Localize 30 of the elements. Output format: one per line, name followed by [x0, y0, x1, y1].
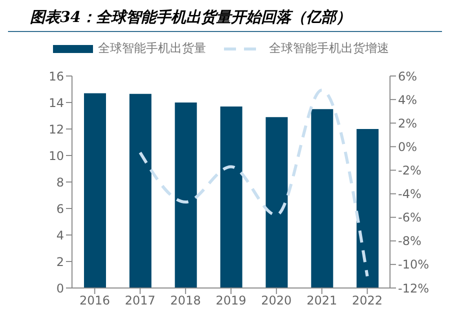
y2-tick-label: -6%	[398, 210, 422, 225]
x-tick-label: 2017	[124, 294, 156, 308]
y-tick-label: 10	[48, 148, 64, 163]
y2-tick-label: 2%	[398, 116, 418, 130]
x-tick-label: 2018	[170, 294, 201, 308]
y-tick-label: 12	[48, 122, 64, 136]
y-tick-label: 0	[56, 281, 64, 296]
y2-tick-label: 6%	[398, 69, 418, 84]
y-tick-label: 4	[56, 228, 64, 242]
y-tick-label: 6	[56, 202, 64, 216]
y2-tick-label: 0%	[398, 140, 418, 154]
y2-tick-label: -2%	[398, 163, 422, 178]
y2-tick-label: -8%	[398, 234, 422, 248]
y2-tick-label: -12%	[398, 281, 430, 296]
y-tick-label: 16	[48, 69, 64, 84]
x-tick-label: 2022	[352, 294, 383, 308]
y2-tick-label: -10%	[398, 258, 430, 272]
legend-label: 全球智能手机出货增速	[268, 40, 389, 57]
x-tick-label: 2016	[79, 294, 110, 308]
y-tick-label: 14	[48, 96, 64, 110]
y-tick-label: 8	[56, 175, 64, 190]
line-series	[138, 88, 369, 278]
y2-tick-label: -4%	[398, 187, 422, 202]
x-tick-label: 2020	[261, 294, 292, 308]
y2-tick-label: 4%	[398, 92, 418, 107]
chart-title: 图表34：全球智能手机出货量开始回落（亿部）	[8, 8, 442, 32]
legend-label: 全球智能手机出货量	[97, 40, 206, 57]
y-tick-label: 2	[56, 254, 64, 269]
x-tick-label: 2021	[306, 294, 338, 308]
x-tick-label: 2019	[216, 294, 246, 308]
